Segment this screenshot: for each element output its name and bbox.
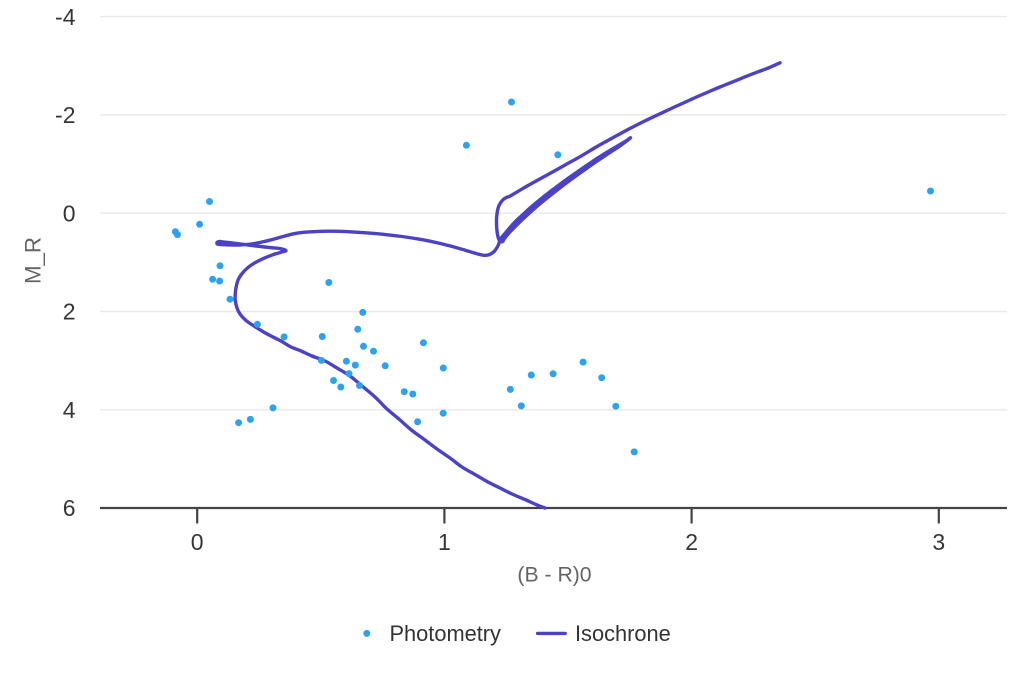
svg-text:-4: -4 [55,4,76,30]
svg-text:6: 6 [63,495,76,521]
svg-text:Photometry: Photometry [390,621,502,646]
svg-text:(B - R)0: (B - R)0 [517,564,591,587]
svg-text:0: 0 [191,529,204,555]
svg-text:0: 0 [63,200,76,226]
svg-text:1: 1 [438,529,451,555]
svg-text:M_R: M_R [21,237,46,284]
svg-text:3: 3 [932,529,945,555]
svg-text:Isochrone: Isochrone [575,621,671,646]
svg-text:2: 2 [685,529,698,555]
svg-text:2: 2 [63,299,76,325]
svg-text:-2: -2 [55,102,75,128]
svg-text:4: 4 [63,397,76,423]
